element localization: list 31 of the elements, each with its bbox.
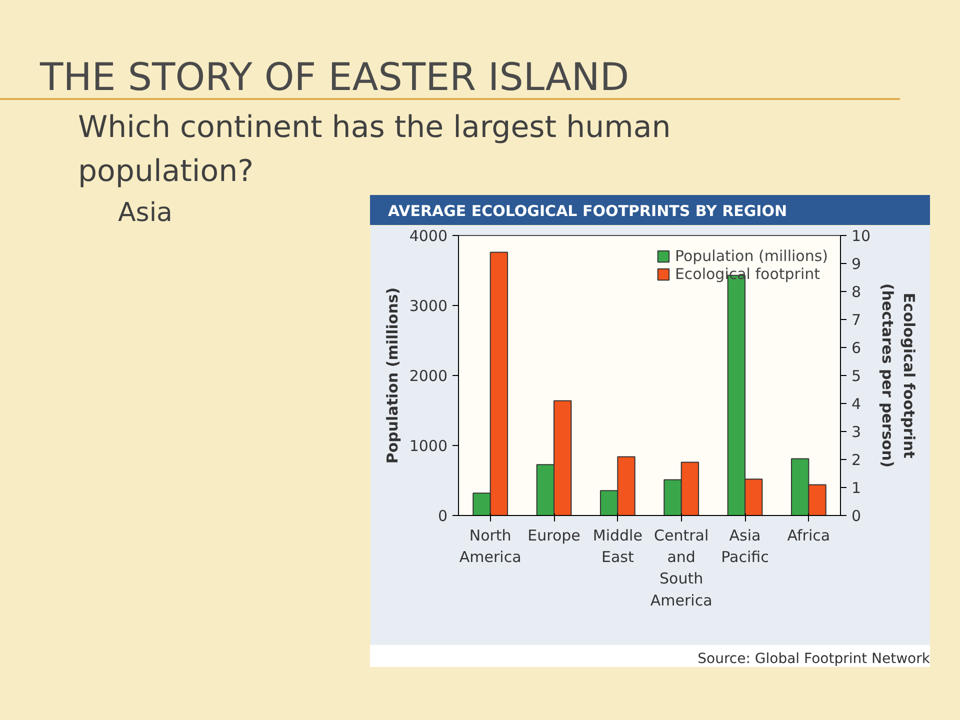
- text: Asia: [118, 197, 172, 230]
- y2-tick-label: 0: [852, 507, 862, 525]
- x-tick-label: Middle East: [592, 526, 642, 566]
- y-tick-label: 1000: [409, 437, 448, 455]
- y2-tick-label: 4: [852, 395, 862, 413]
- x-tick-label: North America: [459, 526, 522, 566]
- x-tick-label: Europe: [528, 526, 580, 544]
- y2-tick-label: 2: [852, 451, 862, 469]
- y2-tick-label: 5: [852, 367, 862, 385]
- y2-tick-label: 9: [852, 255, 862, 273]
- y-tick-label: 0: [438, 507, 448, 525]
- y-tick-label: 2000: [409, 367, 448, 385]
- y2-tick-label: 3: [852, 423, 862, 441]
- y2-axis-title: Ecological footprint (hectares per person): [878, 283, 918, 468]
- legend-label: Population (millions): [674, 247, 828, 265]
- y2-tick-label: 1: [852, 479, 862, 497]
- chart-title: THE STORY OF EASTER ISLAND: [40, 54, 630, 101]
- y-axis-title: Population (millions): [383, 287, 402, 464]
- y-tick-label: 4000: [409, 227, 448, 245]
- x-tick-label: Asia Pacific: [721, 526, 769, 566]
- y2-tick-label: 6: [852, 339, 862, 357]
- text: Which continent has the largest human population?: [78, 109, 672, 191]
- chart-subtitle: AVERAGE ECOLOGICAL FOOTPRINTS BY REGION: [388, 201, 788, 222]
- y2-tick-label: 7: [852, 311, 862, 329]
- source-note: Source: Global Footprint Network: [698, 650, 930, 669]
- x-tick-label: Central and South America: [650, 526, 712, 610]
- legend-label: Ecological footprint: [674, 265, 820, 283]
- x-tick-label: Africa: [787, 526, 830, 544]
- y-tick-label: 3000: [409, 297, 448, 315]
- y2-tick-label: 8: [852, 283, 862, 301]
- y2-tick-label: 10: [852, 227, 871, 245]
